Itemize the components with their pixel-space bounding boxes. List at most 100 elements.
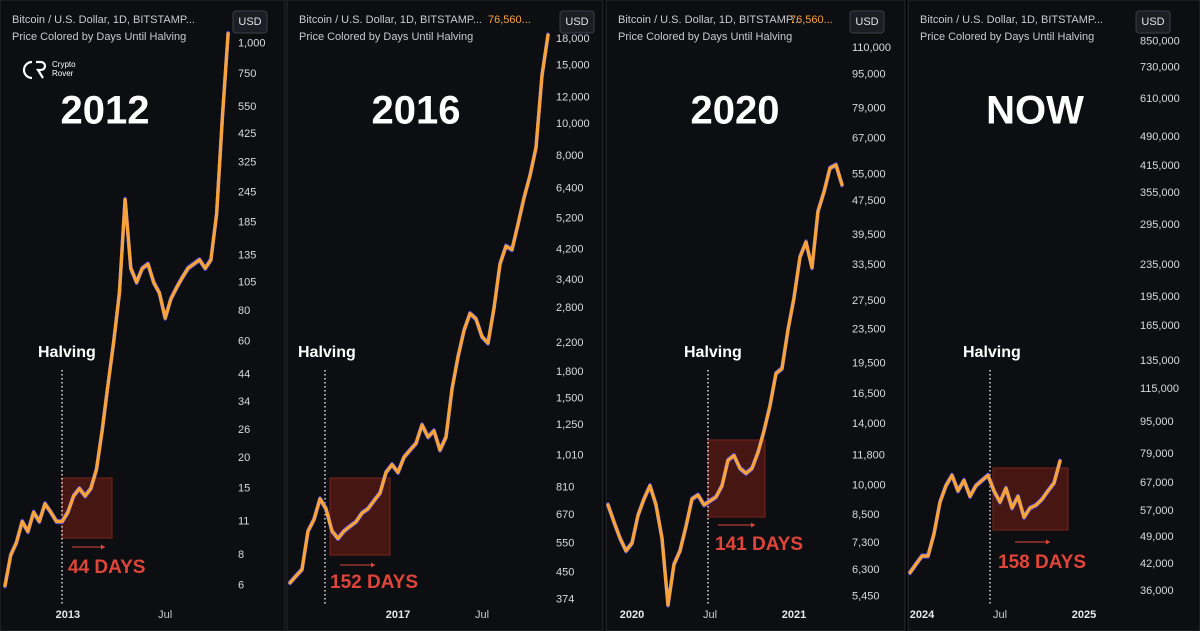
y-tick-label: 10,000	[852, 480, 886, 492]
y-tick-label: 425	[238, 128, 256, 140]
price-label: 76,560...	[488, 14, 531, 26]
y-tick-label: 135,000	[1140, 355, 1180, 367]
y-tick-label: 1,000	[238, 38, 266, 50]
logo-icon	[22, 60, 47, 80]
days-arrow-head	[371, 562, 375, 568]
halving-label: Halving	[684, 344, 742, 361]
x-tick-label: Jul	[158, 609, 172, 621]
y-tick-label: 105	[238, 276, 256, 288]
x-tick-label: 2017	[386, 609, 410, 621]
y-tick-label: 95,000	[852, 69, 886, 81]
era-label: 2020	[691, 89, 780, 133]
y-tick-label: 23,500	[852, 324, 886, 336]
chart-subtitle: Price Colored by Days Until Halving	[12, 31, 186, 43]
y-tick-label: 67,000	[852, 132, 886, 144]
y-tick-label: 16,500	[852, 388, 886, 400]
y-tick-label: 135	[238, 250, 256, 262]
y-tick-label: 245	[238, 187, 256, 199]
y-tick-label: 12,000	[556, 92, 590, 104]
days-label: 152 DAYS	[330, 572, 418, 593]
y-tick-label: 450	[556, 567, 574, 579]
y-tick-label: 39,500	[852, 229, 886, 241]
y-tick-label: 57,000	[1140, 505, 1174, 517]
x-tick-label: Jul	[703, 609, 717, 621]
y-tick-label: 5,200	[556, 213, 584, 225]
halving-label: Halving	[298, 344, 356, 361]
y-tick-label: 15	[238, 483, 250, 495]
panel-background	[605, 0, 906, 631]
chart-panel: Bitcoin / U.S. Dollar, 1D, BITSTAMP...76…	[605, 0, 906, 631]
chart-title: Bitcoin / U.S. Dollar, 1D, BITSTAMP...	[618, 14, 801, 26]
currency-button	[559, 10, 595, 34]
y-tick-label: 1,500	[556, 392, 584, 404]
chart-title: Bitcoin / U.S. Dollar, 1D, BITSTAMP...	[299, 14, 482, 26]
chart-title: Bitcoin / U.S. Dollar, 1D, BITSTAMP...	[12, 14, 195, 26]
halving-window	[707, 439, 766, 518]
y-tick-label: 115,000	[1140, 383, 1179, 395]
y-tick-label: 67,000	[1140, 477, 1174, 489]
y-tick-label: 8,500	[852, 509, 880, 521]
y-tick-label: 550	[556, 538, 574, 550]
currency-button	[849, 10, 885, 34]
y-tick-label: 60	[238, 336, 250, 348]
currency-label: USD	[855, 16, 878, 28]
y-tick-label: 36,000	[1140, 585, 1174, 597]
y-tick-label: 6,300	[852, 564, 880, 576]
era-label: 2016	[372, 89, 461, 133]
x-tick-label: Jul	[993, 609, 1007, 621]
y-tick-label: 670	[556, 509, 574, 521]
y-tick-label: 110,000	[852, 42, 891, 54]
currency-label: USD	[1141, 16, 1164, 28]
era-label: 2012	[61, 89, 150, 133]
y-tick-label: 55,000	[852, 168, 886, 180]
chart-subtitle: Price Colored by Days Until Halving	[920, 31, 1094, 43]
chart-subtitle: Price Colored by Days Until Halving	[299, 31, 473, 43]
y-tick-label: 4,200	[556, 243, 584, 255]
y-tick-label: 1,250	[556, 419, 584, 431]
y-tick-label: 27,500	[852, 295, 886, 307]
days-label: 158 DAYS	[998, 552, 1086, 573]
days-label: 44 DAYS	[68, 557, 145, 578]
y-tick-label: 11,800	[852, 449, 885, 461]
y-tick-label: 5,450	[852, 590, 880, 602]
x-tick-label: 2021	[782, 609, 806, 621]
y-tick-label: 95,000	[1140, 416, 1174, 428]
y-tick-label: 49,000	[1140, 531, 1174, 543]
x-tick-label: 2013	[56, 609, 80, 621]
y-tick-label: 33,500	[852, 259, 886, 271]
currency-label: USD	[238, 16, 261, 28]
y-tick-label: 26	[238, 424, 250, 436]
y-tick-label: 11	[238, 515, 249, 527]
chart-subtitle: Price Colored by Days Until Halving	[618, 31, 792, 43]
y-tick-label: 610,000	[1140, 93, 1180, 105]
y-tick-label: 165,000	[1140, 320, 1180, 332]
y-tick-label: 490,000	[1140, 131, 1180, 143]
halving-label: Halving	[38, 344, 96, 361]
y-tick-label: 195,000	[1140, 291, 1180, 303]
days-label: 141 DAYS	[715, 534, 803, 555]
y-tick-label: 8	[238, 549, 244, 561]
logo-text: Rover	[52, 69, 74, 78]
y-tick-label: 2,800	[556, 302, 584, 314]
y-tick-label: 15,000	[556, 59, 590, 71]
chart-panel: Bitcoin / U.S. Dollar, 1D, BITSTAMP... Pr…	[0, 0, 286, 631]
y-tick-label: 415,000	[1140, 160, 1180, 172]
x-tick-label: 2020	[620, 609, 644, 621]
y-tick-label: 1,010	[556, 450, 584, 462]
y-tick-label: 235,000	[1140, 259, 1180, 271]
price-line	[288, 33, 550, 585]
y-tick-label: 47,500	[852, 195, 886, 207]
y-tick-label: 14,000	[852, 418, 886, 430]
days-arrow-head	[101, 544, 105, 550]
y-tick-label: 325	[238, 157, 256, 169]
y-tick-label: 355,000	[1140, 187, 1180, 199]
chart-panel: Bitcoin / U.S. Dollar, 1D, BITSTAMP... 76…	[286, 0, 604, 631]
y-tick-label: 750	[238, 68, 256, 80]
y-tick-label: 6,400	[556, 183, 584, 195]
y-tick-label: 185	[238, 216, 256, 228]
currency-button	[1135, 10, 1171, 34]
y-tick-label: 374	[556, 593, 574, 605]
price-line	[908, 459, 1062, 575]
y-tick-label: 295,000	[1140, 219, 1180, 231]
